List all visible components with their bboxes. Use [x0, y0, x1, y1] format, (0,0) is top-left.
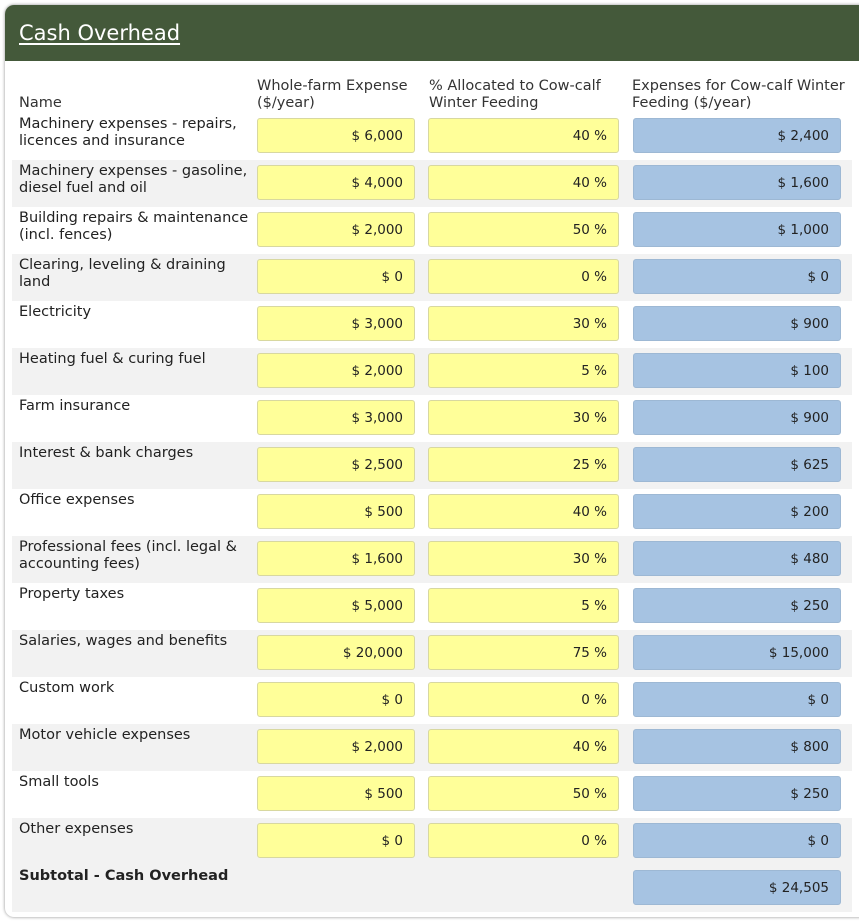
row-name: Small tools — [19, 774, 99, 790]
whole-farm-expense-input[interactable]: $ 2,000 — [257, 729, 415, 764]
whole-farm-expense-input[interactable]: $ 5,000 — [257, 588, 415, 623]
table-row: Office expenses $ 500 40 % $ 200 — [12, 489, 852, 536]
row-name: Heating fuel & curing fuel — [19, 351, 206, 367]
whole-farm-expense-input[interactable]: $ 2,000 — [257, 212, 415, 247]
column-header-name: Name — [19, 95, 62, 111]
allocation-percent-input[interactable]: 50 % — [428, 776, 619, 811]
table-row: Salaries, wages and benefits $ 20,000 75… — [12, 630, 852, 677]
allocation-percent-input[interactable]: 0 % — [428, 823, 619, 858]
allocation-percent-input[interactable]: 5 % — [428, 353, 619, 388]
table-row: Other expenses $ 0 0 % $ 0 — [12, 818, 852, 865]
allocated-expense-value: $ 2,400 — [633, 118, 841, 153]
row-name: Salaries, wages and benefits — [19, 633, 228, 649]
table-row: Professional fees (incl. legal & account… — [12, 536, 852, 583]
table-row: Motor vehicle expenses $ 2,000 40 % $ 80… — [12, 724, 852, 771]
table-row: Interest & bank charges $ 2,500 25 % $ 6… — [12, 442, 852, 489]
allocated-expense-value: $ 250 — [633, 776, 841, 811]
column-header-expenses: Expenses for Cow-calf Winter Feeding ($/… — [632, 78, 845, 111]
whole-farm-expense-input[interactable]: $ 1,600 — [257, 541, 415, 576]
allocation-percent-input[interactable]: 25 % — [428, 447, 619, 482]
row-name: Other expenses — [19, 821, 134, 837]
row-name: Electricity — [19, 304, 92, 320]
allocated-expense-value: $ 100 — [633, 353, 841, 388]
whole-farm-expense-input[interactable]: $ 3,000 — [257, 400, 415, 435]
row-name: Farm insurance — [19, 398, 131, 414]
table-row: Machinery expenses - repairs, licences a… — [12, 113, 852, 160]
row-name: Motor vehicle expenses — [19, 727, 191, 743]
allocated-expense-value: $ 200 — [633, 494, 841, 529]
column-header-whole-farm: Whole-farm Expense ($/year) — [257, 78, 408, 111]
row-name: Interest & bank charges — [19, 445, 194, 461]
row-name: Machinery expenses - gasoline, diesel fu… — [19, 163, 248, 196]
allocated-expense-value: $ 0 — [633, 823, 841, 858]
table-row: Property taxes $ 5,000 5 % $ 250 — [12, 583, 852, 630]
allocation-percent-input[interactable]: 40 % — [428, 118, 619, 153]
panel-header: Cash Overhead — [5, 5, 859, 61]
table-row: Electricity $ 3,000 30 % $ 900 — [12, 301, 852, 348]
allocation-percent-input[interactable]: 30 % — [428, 541, 619, 576]
allocated-expense-value: $ 1,000 — [633, 212, 841, 247]
row-name: Office expenses — [19, 492, 135, 508]
allocated-expense-value: $ 1,600 — [633, 165, 841, 200]
whole-farm-expense-input[interactable]: $ 0 — [257, 682, 415, 717]
subtotal-value: $ 24,505 — [633, 870, 841, 905]
row-name: Professional fees (incl. legal & account… — [19, 539, 237, 572]
whole-farm-expense-input[interactable]: $ 500 — [257, 776, 415, 811]
allocated-expense-value: $ 15,000 — [633, 635, 841, 670]
column-header-allocated: % Allocated to Cow-calf Winter Feeding — [429, 78, 601, 111]
allocated-expense-value: $ 250 — [633, 588, 841, 623]
cash-overhead-panel: Cash Overhead Name Whole-farm Expense ($… — [5, 5, 859, 917]
table-row: Machinery expenses - gasoline, diesel fu… — [12, 160, 852, 207]
allocation-percent-input[interactable]: 30 % — [428, 306, 619, 341]
allocated-expense-value: $ 900 — [633, 306, 841, 341]
allocated-expense-value: $ 480 — [633, 541, 841, 576]
whole-farm-expense-input[interactable]: $ 2,500 — [257, 447, 415, 482]
row-name: Property taxes — [19, 586, 125, 602]
whole-farm-expense-input[interactable]: $ 20,000 — [257, 635, 415, 670]
whole-farm-expense-input[interactable]: $ 500 — [257, 494, 415, 529]
allocation-percent-input[interactable]: 30 % — [428, 400, 619, 435]
table-row: Heating fuel & curing fuel $ 2,000 5 % $… — [12, 348, 852, 395]
allocation-percent-input[interactable]: 40 % — [428, 165, 619, 200]
table-row: Small tools $ 500 50 % $ 250 — [12, 771, 852, 818]
allocated-expense-value: $ 625 — [633, 447, 841, 482]
allocated-expense-value: $ 800 — [633, 729, 841, 764]
whole-farm-expense-input[interactable]: $ 6,000 — [257, 118, 415, 153]
subtotal-label: Subtotal - Cash Overhead — [19, 868, 229, 884]
allocated-expense-value: $ 900 — [633, 400, 841, 435]
overhead-table: Name Whole-farm Expense ($/year) % Alloc… — [12, 64, 852, 912]
row-name: Machinery expenses - repairs, licences a… — [19, 116, 237, 149]
allocation-percent-input[interactable]: 0 % — [428, 259, 619, 294]
row-name: Clearing, leveling & draining land — [19, 257, 226, 290]
table-row: Clearing, leveling & draining land $ 0 0… — [12, 254, 852, 301]
allocated-expense-value: $ 0 — [633, 682, 841, 717]
row-name: Building repairs & maintenance (incl. fe… — [19, 210, 249, 243]
allocation-percent-input[interactable]: 40 % — [428, 729, 619, 764]
whole-farm-expense-input[interactable]: $ 0 — [257, 823, 415, 858]
table-body: Machinery expenses - repairs, licences a… — [12, 113, 852, 865]
allocated-expense-value: $ 0 — [633, 259, 841, 294]
whole-farm-expense-input[interactable]: $ 2,000 — [257, 353, 415, 388]
table-row: Building repairs & maintenance (incl. fe… — [12, 207, 852, 254]
allocation-percent-input[interactable]: 75 % — [428, 635, 619, 670]
row-name: Custom work — [19, 680, 115, 696]
subtotal-row: Subtotal - Cash Overhead $ 24,505 — [12, 865, 852, 912]
panel-title[interactable]: Cash Overhead — [19, 21, 181, 45]
whole-farm-expense-input[interactable]: $ 0 — [257, 259, 415, 294]
allocation-percent-input[interactable]: 40 % — [428, 494, 619, 529]
table-row: Farm insurance $ 3,000 30 % $ 900 — [12, 395, 852, 442]
allocation-percent-input[interactable]: 5 % — [428, 588, 619, 623]
allocation-percent-input[interactable]: 0 % — [428, 682, 619, 717]
whole-farm-expense-input[interactable]: $ 3,000 — [257, 306, 415, 341]
whole-farm-expense-input[interactable]: $ 4,000 — [257, 165, 415, 200]
table-row: Custom work $ 0 0 % $ 0 — [12, 677, 852, 724]
table-header: Name Whole-farm Expense ($/year) % Alloc… — [12, 64, 852, 113]
allocation-percent-input[interactable]: 50 % — [428, 212, 619, 247]
